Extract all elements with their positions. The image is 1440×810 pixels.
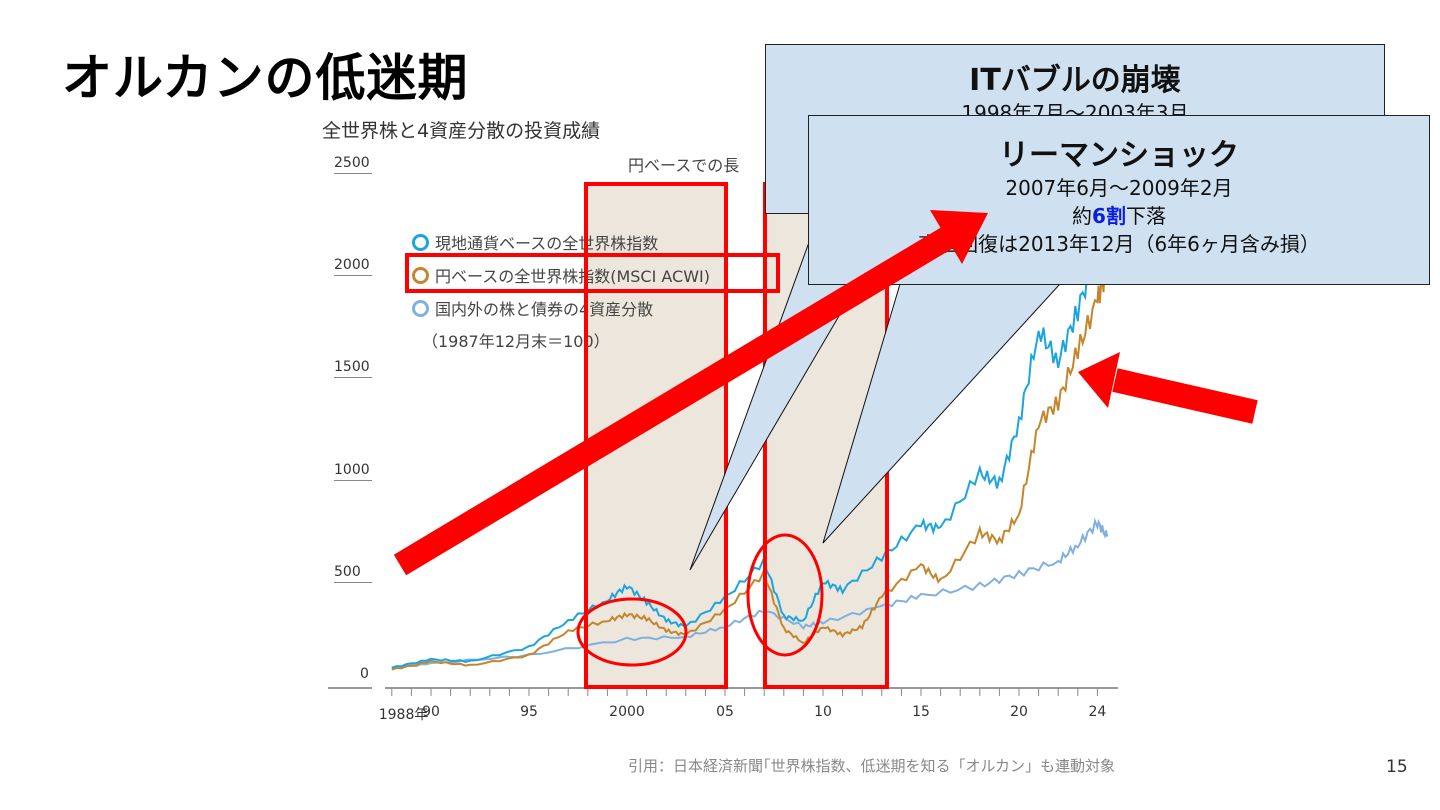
y-tick-label: 1000: [334, 462, 372, 481]
slide-title: オルカンの低迷期: [62, 49, 469, 107]
top-annotation: 円ベースでの長: [628, 156, 740, 175]
drop-amount: 6割: [1092, 204, 1126, 228]
x-tick-label: 95: [520, 704, 538, 720]
x-tick-label: 20: [1010, 704, 1028, 720]
page-number: 15: [1386, 757, 1408, 777]
x-tick-label: 15: [912, 704, 930, 720]
citation: 引用：日本経済新聞｢世界株指数、低迷期を知る「オルカン」も連動対象: [628, 757, 1116, 775]
lehman-callout: リーマンショック 2007年6月～2009年2月 約6割下落 高値回復は2013…: [808, 115, 1430, 285]
y-tick-label: 500: [334, 564, 372, 583]
y-tick-label: 2500: [334, 155, 372, 174]
callout-heading: ITバブルの崩壊: [969, 63, 1181, 98]
callout-heading: リーマンショック: [999, 138, 1239, 173]
x-tick-label: 90: [422, 704, 440, 720]
y-tick-label: 2000: [334, 257, 372, 277]
drop-prefix: 約: [1072, 204, 1093, 228]
y-tick-label: 1500: [334, 359, 372, 379]
x-tick-label: 2000: [609, 704, 645, 720]
drop-suffix: 下落: [1125, 204, 1166, 228]
callout-recovery: 高値回復は2013年12月（6年6ヶ月含み損）: [918, 232, 1320, 256]
y-tick-label: 0: [360, 666, 369, 682]
callout-period: 2007年6月～2009年2月: [1005, 176, 1233, 200]
chart-title: 全世界株と4資産分散の投資成績: [322, 120, 601, 142]
x-tick-label: 24: [1088, 704, 1107, 720]
callout-drop: 約6割下落: [809, 202, 1429, 230]
x-tick-label: 1988年: [378, 707, 429, 723]
x-tick-label: 05: [716, 704, 734, 720]
x-tick-label: 10: [814, 704, 832, 720]
lehman-pointer: [822, 283, 1062, 544]
